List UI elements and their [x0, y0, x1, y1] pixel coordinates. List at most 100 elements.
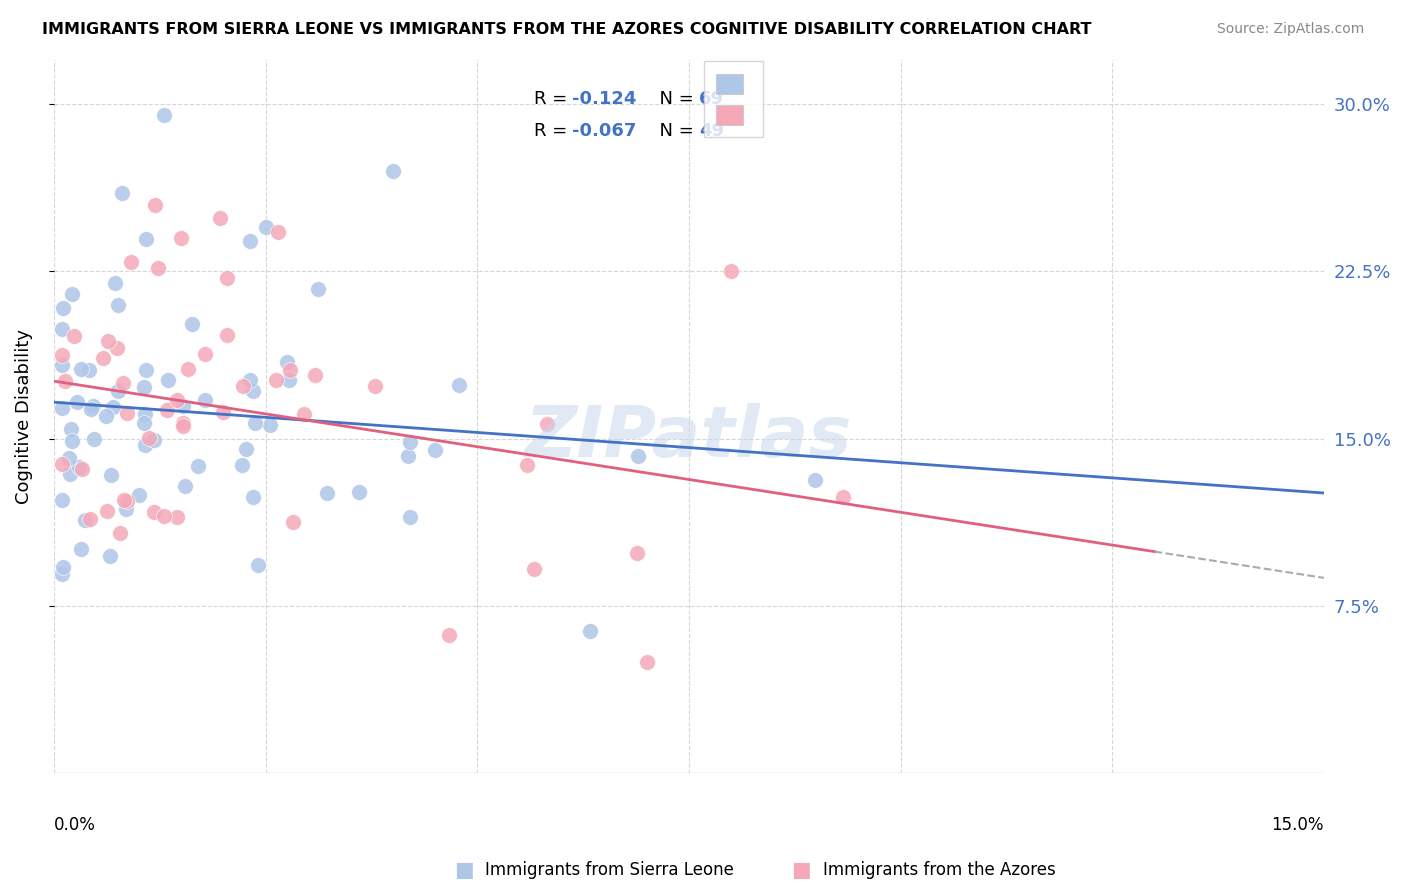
- Text: Immigrants from the Azores: Immigrants from the Azores: [823, 861, 1056, 879]
- Point: [516, 458, 538, 472]
- Point: [51, 458, 73, 472]
- Point: [316, 486, 339, 500]
- Point: [107, 384, 129, 398]
- Point: [399, 434, 422, 449]
- Point: [172, 419, 194, 434]
- Text: ZIPatlas: ZIPatlas: [526, 403, 852, 472]
- Point: [181, 317, 204, 331]
- Point: [423, 442, 446, 457]
- Point: [134, 380, 156, 394]
- Point: [135, 232, 157, 246]
- Point: [115, 494, 138, 508]
- Point: [187, 458, 209, 473]
- Point: [58, 450, 80, 465]
- Point: [536, 417, 558, 431]
- Point: [363, 379, 385, 393]
- Point: [94, 409, 117, 424]
- Point: [105, 341, 128, 355]
- Point: [51, 348, 73, 362]
- Point: [194, 346, 217, 360]
- Point: [100, 468, 122, 483]
- Point: [59, 467, 82, 481]
- Point: [128, 488, 150, 502]
- Point: [60, 434, 83, 448]
- Point: [522, 562, 544, 576]
- Text: 15.0%: 15.0%: [1271, 816, 1324, 834]
- Point: [254, 219, 277, 234]
- Point: [177, 362, 200, 376]
- Point: [166, 393, 188, 408]
- Point: [626, 546, 648, 560]
- Point: [134, 416, 156, 430]
- Point: [243, 416, 266, 430]
- Legend: , : ,: [703, 62, 763, 137]
- Text: -0.067: -0.067: [572, 122, 637, 140]
- Text: Source: ZipAtlas.com: Source: ZipAtlas.com: [1216, 22, 1364, 37]
- Point: [69, 541, 91, 556]
- Point: [97, 334, 120, 348]
- Point: [347, 485, 370, 500]
- Point: [172, 400, 194, 414]
- Point: [232, 378, 254, 392]
- Point: [143, 433, 166, 447]
- Point: [215, 271, 238, 285]
- Point: [80, 401, 103, 416]
- Point: [447, 378, 470, 392]
- Text: R =: R =: [534, 90, 572, 108]
- Point: [304, 368, 326, 382]
- Point: [396, 449, 419, 463]
- Point: [114, 501, 136, 516]
- Point: [51, 401, 73, 415]
- Point: [281, 515, 304, 529]
- Text: ■: ■: [792, 860, 811, 880]
- Text: Immigrants from Sierra Leone: Immigrants from Sierra Leone: [485, 861, 734, 879]
- Point: [83, 432, 105, 446]
- Point: [264, 373, 287, 387]
- Point: [75, 513, 97, 527]
- Text: 0.0%: 0.0%: [53, 816, 96, 834]
- Y-axis label: Cognitive Disability: Cognitive Disability: [15, 329, 32, 504]
- Point: [579, 624, 602, 638]
- Text: N =: N =: [648, 122, 700, 140]
- Point: [51, 359, 73, 373]
- Point: [804, 473, 827, 487]
- Point: [174, 479, 197, 493]
- Point: [231, 458, 253, 473]
- Point: [104, 276, 127, 290]
- Point: [239, 373, 262, 387]
- Point: [115, 406, 138, 420]
- Point: [193, 392, 215, 407]
- Point: [110, 186, 132, 201]
- Point: [292, 407, 315, 421]
- Point: [172, 416, 194, 430]
- Point: [242, 384, 264, 398]
- Point: [267, 225, 290, 239]
- Text: 49: 49: [699, 122, 724, 140]
- Point: [112, 493, 135, 508]
- Point: [70, 462, 93, 476]
- Point: [145, 197, 167, 211]
- Point: [276, 354, 298, 368]
- Point: [242, 490, 264, 504]
- Point: [79, 512, 101, 526]
- Point: [111, 376, 134, 390]
- Point: [96, 504, 118, 518]
- Point: [51, 322, 73, 336]
- Point: [439, 628, 461, 642]
- Point: [627, 449, 650, 463]
- Point: [138, 431, 160, 445]
- Text: IMMIGRANTS FROM SIERRA LEONE VS IMMIGRANTS FROM THE AZORES COGNITIVE DISABILITY : IMMIGRANTS FROM SIERRA LEONE VS IMMIGRAN…: [42, 22, 1091, 37]
- Point: [209, 211, 232, 225]
- Point: [51, 567, 73, 582]
- Point: [110, 525, 132, 540]
- Point: [720, 264, 742, 278]
- Point: [66, 394, 89, 409]
- Point: [832, 490, 855, 504]
- Text: N =: N =: [648, 90, 700, 108]
- Point: [259, 418, 281, 433]
- Point: [153, 108, 176, 122]
- Point: [120, 255, 142, 269]
- Point: [101, 400, 124, 414]
- Point: [77, 363, 100, 377]
- Point: [170, 231, 193, 245]
